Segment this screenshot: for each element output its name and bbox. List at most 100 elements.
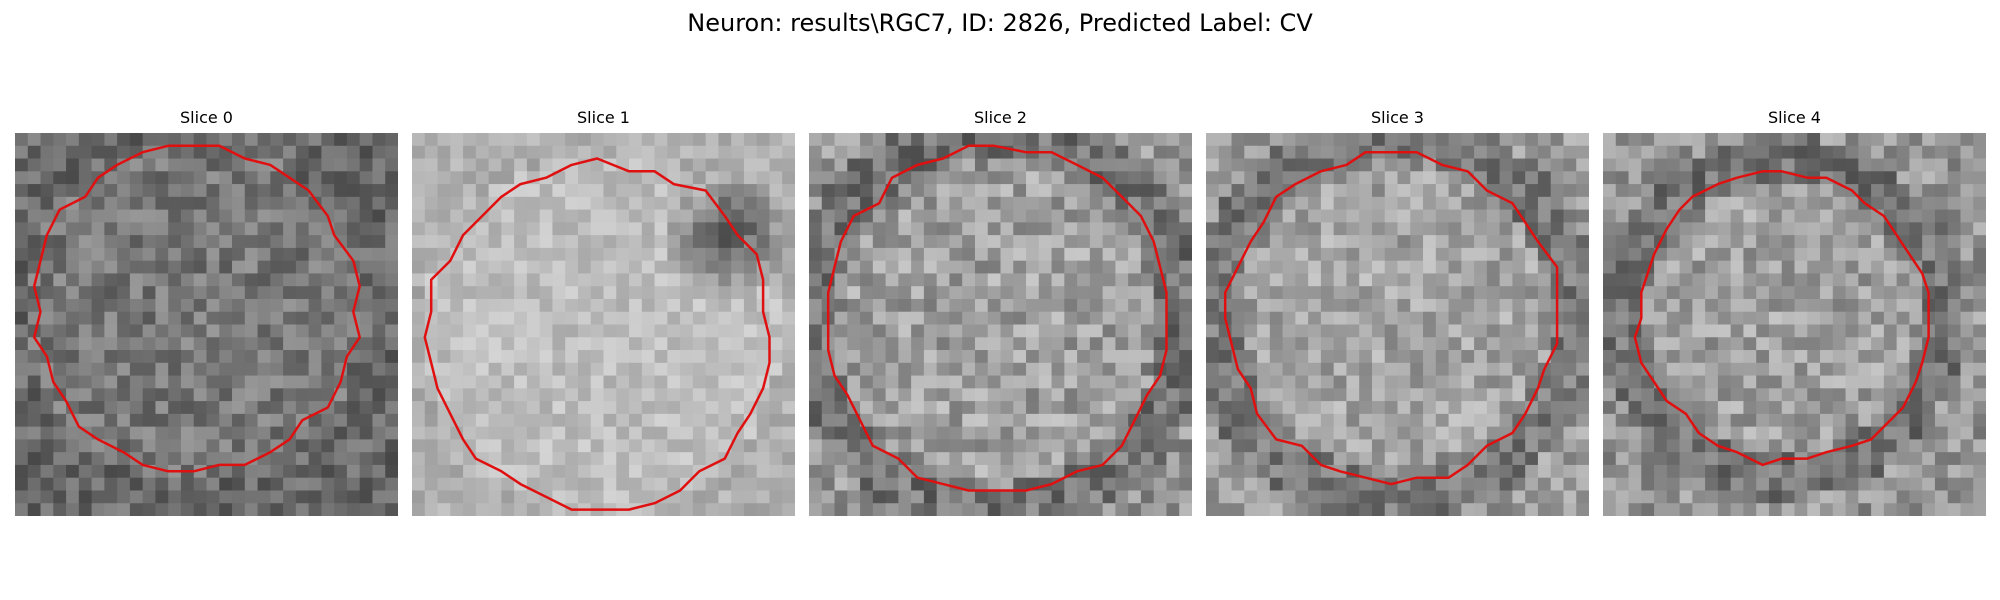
pixel-cell: [155, 350, 169, 364]
pixel-cell: [78, 490, 93, 504]
pixel-cell: [1628, 273, 1642, 287]
pixel-cell: [53, 490, 67, 504]
pixel-cell: [1807, 196, 1821, 211]
pixel-cell: [898, 388, 912, 402]
pixel-cell: [539, 439, 554, 453]
pixel-cell: [1371, 196, 1386, 211]
pixel-cell: [1705, 452, 1719, 466]
pixel-cell: [782, 184, 795, 198]
pixel-cell: [1641, 222, 1655, 236]
pixel-cell: [1679, 133, 1693, 147]
pixel-cell: [142, 413, 157, 428]
pixel-cell: [1858, 452, 1872, 466]
pixel-cell: [987, 324, 1002, 338]
pixel-cell: [232, 401, 246, 415]
pixel-cell: [334, 401, 348, 415]
pixel-cell: [1512, 286, 1526, 300]
pixel-cell: [1153, 222, 1168, 236]
pixel-cell: [949, 490, 963, 504]
pixel-cell: [1537, 247, 1552, 262]
pixel-cell: [308, 222, 322, 236]
pixel-cell: [1461, 503, 1475, 516]
contour-outline: [32, 144, 361, 473]
pixel-cell: [283, 158, 297, 172]
pixel-cell: [1231, 388, 1245, 402]
pixel-cell: [1206, 362, 1220, 377]
pixel-cell: [1525, 209, 1539, 223]
pixel-cell: [1282, 503, 1296, 516]
pixel-cell: [949, 503, 963, 516]
pixel-cell: [1512, 298, 1526, 313]
pixel-cell: [1397, 222, 1411, 236]
pixel-cell: [1140, 209, 1155, 223]
pixel-cell: [1371, 464, 1386, 479]
pixel-cell: [91, 401, 105, 415]
pixel-cell: [1026, 133, 1040, 147]
pixel-cell: [1628, 426, 1642, 440]
pixel-cell: [603, 439, 617, 453]
pixel-cell: [1705, 247, 1719, 262]
pixel-cell: [1077, 298, 1091, 313]
pixel-cell: [1115, 477, 1129, 492]
pixel-cell: [514, 260, 528, 275]
pixel-cell: [1359, 426, 1373, 440]
pixel-cell: [270, 375, 284, 389]
pixel-cell: [1474, 375, 1488, 389]
pixel-cell: [142, 503, 157, 516]
pixel-cell: [1077, 401, 1091, 415]
pixel-cell: [1717, 477, 1732, 492]
pixel-cell: [1140, 413, 1155, 428]
pixel-cell: [1794, 196, 1808, 211]
pixel-cell: [193, 247, 208, 262]
pixel-cell: [308, 375, 322, 389]
pixel-cell: [1038, 401, 1053, 415]
pixel-cell: [539, 350, 554, 364]
pixel-cell: [1705, 196, 1719, 211]
pixel-cell: [1397, 388, 1411, 402]
pixel-cell: [488, 324, 502, 338]
pixel-cell: [117, 337, 131, 351]
pixel-cell: [565, 490, 579, 504]
pixel-cell: [1051, 452, 1065, 466]
pixel-cell: [206, 477, 220, 492]
pixel-cell: [1140, 503, 1155, 516]
pixel-cell: [501, 362, 515, 377]
pixel-cell: [1231, 503, 1245, 516]
pixel-cell: [654, 311, 668, 326]
pixel-cell: [1140, 401, 1155, 415]
pixel-cell: [1064, 273, 1078, 287]
pixel-cell: [962, 260, 976, 275]
pixel-cell: [1654, 324, 1668, 338]
pixel-cell: [450, 133, 464, 147]
pixel-cell: [1947, 464, 1962, 479]
pixel-cell: [385, 388, 398, 402]
pixel-cell: [359, 298, 374, 313]
pixel-cell: [155, 196, 169, 211]
pixel-cell: [1922, 133, 1936, 147]
pixel-cell: [1089, 388, 1104, 402]
pixel-cell: [1922, 260, 1936, 275]
pixel-cell: [1666, 413, 1681, 428]
pixel-cell: [450, 375, 464, 389]
pixel-cell: [1486, 503, 1501, 516]
pixel-cell: [565, 452, 579, 466]
pixel-cell: [104, 388, 118, 402]
pixel-cell: [847, 439, 861, 453]
pixel-cell: [372, 413, 386, 428]
pixel-cell: [1730, 273, 1745, 287]
pixel-cell: [1282, 401, 1296, 415]
pixel-cell: [501, 247, 515, 262]
pixel-cell: [1026, 184, 1040, 198]
pixel-cell: [1077, 337, 1091, 351]
pixel-cell: [1206, 375, 1220, 389]
pixel-cell: [987, 311, 1002, 326]
pixel-cell: [1448, 324, 1462, 338]
pixel-cell: [1666, 298, 1681, 313]
pixel-cell: [974, 324, 989, 338]
pixel-cell: [1832, 350, 1847, 364]
pixel-cell: [1909, 145, 1923, 160]
pixel-cell: [1102, 158, 1116, 172]
pixel-cell: [463, 464, 477, 479]
pixel-cell: [1909, 273, 1923, 287]
pixel-cell: [1550, 401, 1565, 415]
